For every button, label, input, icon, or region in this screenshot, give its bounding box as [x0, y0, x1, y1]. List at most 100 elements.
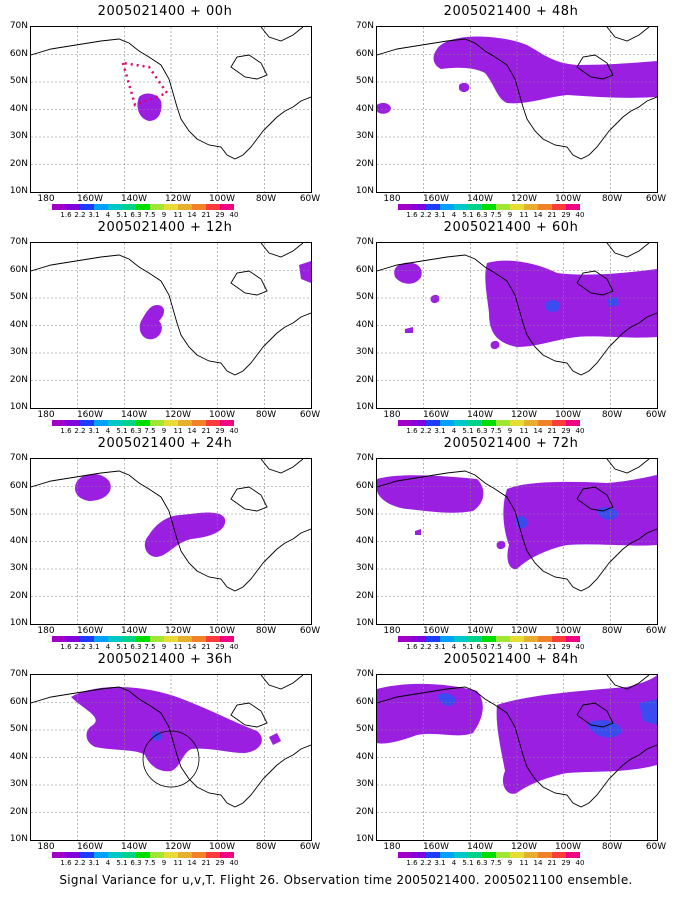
- colorbar-label: 7.5: [144, 427, 156, 435]
- colorbar-label: 2.2: [420, 643, 432, 651]
- colorbar-swatch: [108, 204, 122, 210]
- lat-tick-label: 50N: [355, 76, 374, 86]
- colorbar-label: 3.1: [434, 211, 446, 219]
- lon-tick-label: 140W: [120, 194, 148, 204]
- colorbar-label: 3.1: [434, 643, 446, 651]
- colorbar-label: 1.6: [406, 859, 418, 867]
- colorbar-label: 29: [561, 643, 571, 651]
- lon-tick-label: 160W: [422, 410, 450, 420]
- colorbar-label: 1.6: [60, 859, 72, 867]
- coastline: [230, 270, 268, 296]
- colorbar-label: 21: [201, 859, 211, 867]
- colorbar-label: 5.1: [462, 859, 474, 867]
- colorbar-swatch: [482, 852, 496, 858]
- colorbar-swatch: [178, 636, 192, 642]
- colorbar-swatch: [52, 852, 66, 858]
- lat-tick-label: 40N: [355, 103, 374, 114]
- map-panel: 2005021400 + 48h 70N 60N 50N 40N 30N 20N 10N 180…: [346, 4, 676, 219]
- colorbar-label: 14: [187, 211, 197, 219]
- colorbar-label: 4: [105, 859, 111, 867]
- lon-tick-label: 100W: [554, 842, 582, 852]
- colorbar-swatch: [482, 204, 496, 210]
- colorbar-swatch: [552, 420, 566, 426]
- lon-tick-label: 180: [37, 410, 55, 420]
- colorbar-swatch: [178, 420, 192, 426]
- lat-tick-label: 20N: [355, 374, 374, 385]
- lat-tick-label: 20N: [9, 158, 28, 169]
- signal-plume: [490, 340, 500, 350]
- colorbar-swatch: [108, 636, 122, 642]
- colorbar-label: 7.5: [490, 211, 502, 219]
- colorbar-label: 29: [561, 211, 571, 219]
- coastline: [230, 54, 268, 80]
- lat-tick-label: 10N: [355, 402, 374, 412]
- colorbar-label: 4: [451, 427, 457, 435]
- lon-tick-label: 180: [383, 410, 401, 420]
- coastline: [576, 270, 614, 296]
- signal-plume: [74, 474, 111, 501]
- colorbar-label: 2.2: [74, 211, 86, 219]
- colorbar-label: 9: [161, 643, 167, 651]
- colorbar-swatch: [122, 852, 136, 858]
- colorbar-swatch: [136, 852, 150, 858]
- signal-plume: [394, 262, 422, 284]
- colorbar-swatch: [482, 420, 496, 426]
- colorbar-swatch: [192, 852, 206, 858]
- lat-tick-label: 60N: [9, 480, 28, 491]
- colorbar-label: 3.1: [88, 859, 100, 867]
- colorbar-label: 2.2: [420, 427, 432, 435]
- colorbar-label: 11: [519, 859, 529, 867]
- lon-tick-label: 80W: [601, 194, 623, 204]
- colorbar-label: 5.1: [462, 211, 474, 219]
- lat-tick-label: 10N: [9, 402, 28, 412]
- colorbar-label: 21: [547, 211, 557, 219]
- coastline: [31, 470, 311, 592]
- colorbar-label: 4: [451, 859, 457, 867]
- colorbar-swatch: [122, 204, 136, 210]
- colorbar-swatch: [206, 852, 220, 858]
- colorbar-swatch: [538, 204, 552, 210]
- colorbar: [398, 420, 580, 426]
- colorbar-label: 5.1: [462, 427, 474, 435]
- colorbar-label: 14: [187, 427, 197, 435]
- colorbar-label: 14: [533, 427, 543, 435]
- lon-tick-label: 80W: [601, 842, 623, 852]
- colorbar-swatch: [220, 204, 234, 210]
- coastline: [377, 38, 657, 160]
- lat-tick-label: 40N: [355, 535, 374, 546]
- panel-title: 2005021400 + 60h: [443, 220, 579, 235]
- map-plot: [376, 242, 658, 409]
- lon-tick-label: 120W: [510, 626, 538, 636]
- colorbar-swatch: [220, 852, 234, 858]
- colorbar-label: 4: [105, 211, 111, 219]
- coastline: [260, 243, 304, 258]
- colorbar-swatch: [482, 636, 496, 642]
- lat-tick-label: 20N: [355, 806, 374, 817]
- colorbar-label: 9: [507, 859, 513, 867]
- figure-caption: Signal Variance for u,v,T. Flight 26. Ob…: [59, 873, 633, 887]
- colorbar-label: 1.6: [406, 427, 418, 435]
- signal-plume: [71, 686, 262, 772]
- colorbar-label: 11: [173, 859, 183, 867]
- coastline: [31, 38, 311, 160]
- signal-plume: [137, 93, 162, 121]
- colorbar-swatch: [66, 852, 80, 858]
- colorbar-swatch: [524, 852, 538, 858]
- map-plot: [30, 674, 312, 841]
- panel-title: 2005021400 + 36h: [97, 652, 233, 667]
- lon-tick-label: 120W: [510, 194, 538, 204]
- lon-tick-label: 140W: [120, 626, 148, 636]
- lat-tick-label: 30N: [355, 779, 374, 789]
- colorbar-swatch: [440, 852, 454, 858]
- colorbar-label: 6.3: [476, 643, 488, 651]
- colorbar-swatch: [398, 852, 412, 858]
- signal-core: [515, 516, 528, 529]
- colorbar-swatch: [66, 204, 80, 210]
- colorbar-label: 4: [451, 643, 457, 651]
- colorbar-label: 2.2: [74, 427, 86, 435]
- lon-tick-label: 100W: [208, 410, 236, 420]
- colorbar-label: 1.6: [60, 427, 72, 435]
- signal-plume: [299, 261, 311, 283]
- lat-tick-label: 60N: [9, 48, 28, 59]
- colorbar-swatch: [192, 420, 206, 426]
